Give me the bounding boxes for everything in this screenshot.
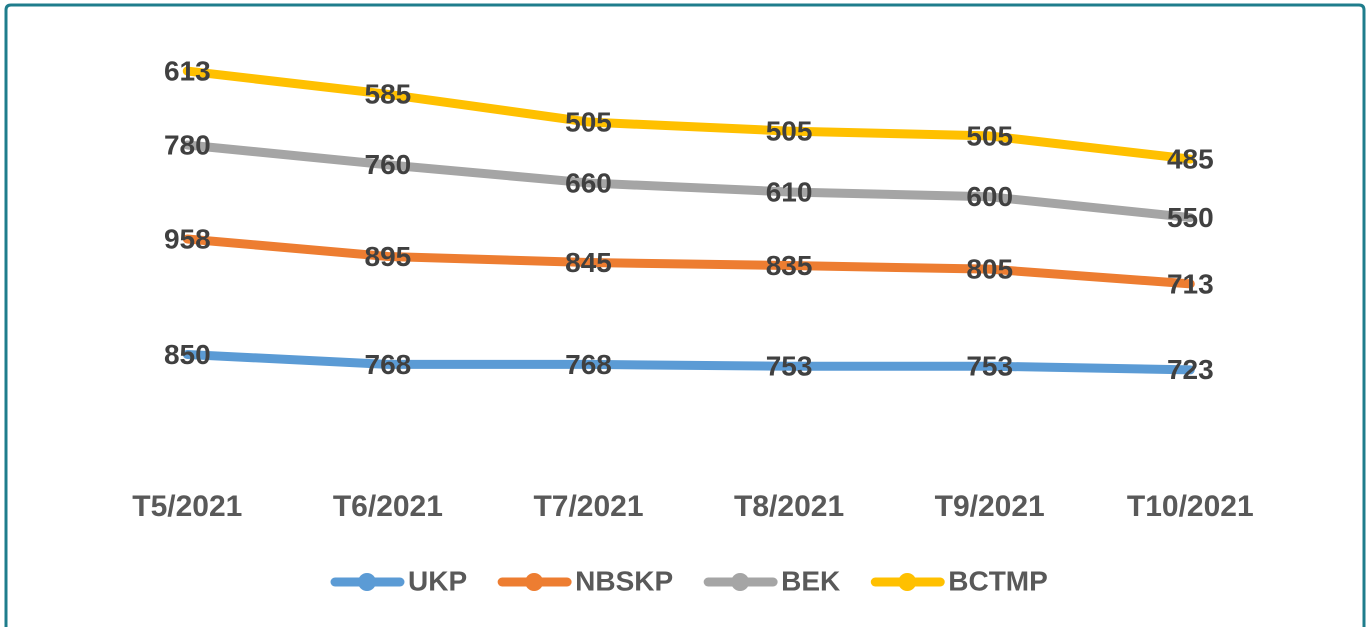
data-label: 485 bbox=[1167, 143, 1214, 174]
legend-marker bbox=[898, 573, 917, 591]
x-tick-label: T8/2021 bbox=[734, 490, 844, 523]
data-label: 610 bbox=[766, 176, 813, 207]
data-label: 505 bbox=[966, 120, 1013, 151]
x-tick-label: T6/2021 bbox=[333, 490, 443, 523]
data-label: 753 bbox=[766, 351, 813, 382]
data-label: 845 bbox=[565, 247, 612, 278]
data-label: 895 bbox=[365, 241, 412, 272]
data-label: 660 bbox=[565, 167, 612, 198]
data-label: 805 bbox=[966, 254, 1013, 285]
frame bbox=[4, 3, 1366, 627]
x-tick-label: T9/2021 bbox=[935, 490, 1045, 523]
data-label: 760 bbox=[365, 149, 412, 180]
legend-marker bbox=[731, 573, 750, 591]
x-tick-label: T7/2021 bbox=[533, 490, 643, 523]
x-tick-label: T5/2021 bbox=[132, 490, 242, 523]
data-label: 505 bbox=[565, 106, 612, 137]
legend-label: NBSKP bbox=[575, 565, 673, 596]
legend-label: UKP bbox=[408, 565, 467, 596]
data-label: 780 bbox=[164, 129, 211, 160]
legend-label: BEK bbox=[781, 565, 840, 596]
series-line bbox=[182, 140, 1195, 223]
data-label: 723 bbox=[1167, 354, 1214, 385]
legend-label: BCTMP bbox=[948, 565, 1048, 596]
data-label: 713 bbox=[1167, 268, 1214, 299]
series-line bbox=[182, 66, 1195, 164]
data-label: 600 bbox=[966, 181, 1013, 212]
data-label: 850 bbox=[164, 339, 211, 370]
legend-marker bbox=[358, 573, 376, 591]
data-label: 613 bbox=[164, 55, 211, 86]
data-label: 768 bbox=[565, 349, 612, 380]
data-label: 958 bbox=[164, 223, 211, 254]
series-line bbox=[182, 350, 1195, 375]
legend-marker bbox=[525, 573, 544, 591]
legend: UKP NBSKP BEK BCTMP bbox=[330, 565, 1048, 596]
data-label: 505 bbox=[766, 115, 813, 146]
data-label: 585 bbox=[365, 79, 412, 110]
data-label: 753 bbox=[966, 351, 1013, 382]
x-tick-label: T10/2021 bbox=[1127, 490, 1254, 523]
data-label: 835 bbox=[766, 250, 813, 281]
series-line bbox=[182, 234, 1195, 289]
data-label: 550 bbox=[1167, 202, 1214, 233]
data-label: 768 bbox=[365, 349, 412, 380]
